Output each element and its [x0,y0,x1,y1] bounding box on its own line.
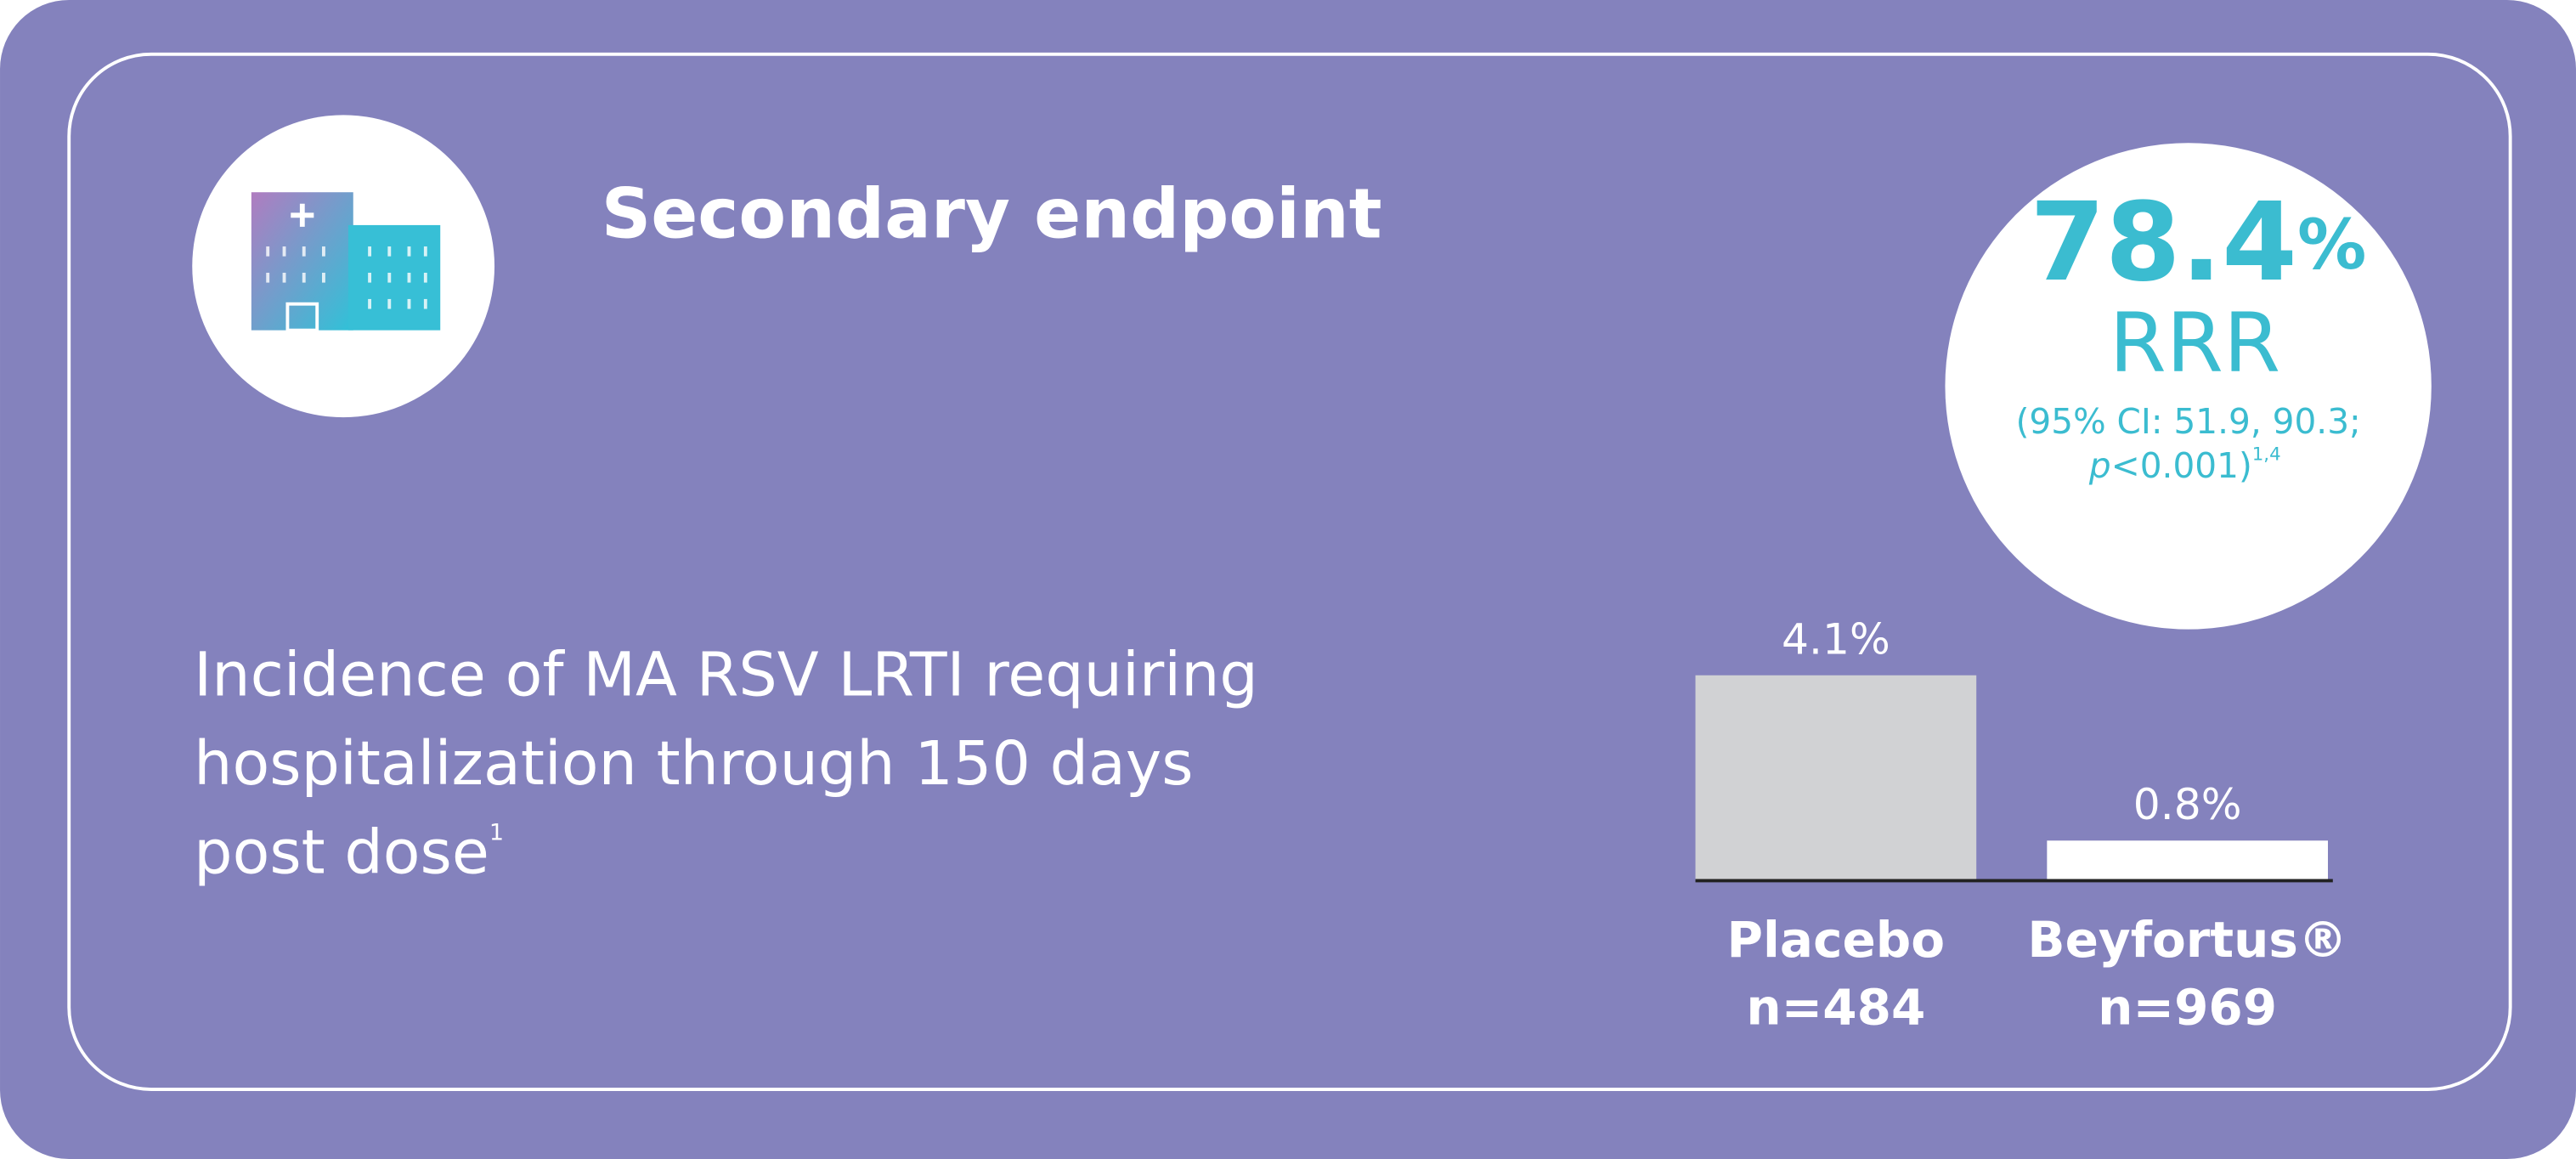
hospital-icon [251,192,441,332]
bar-chart: 4.1% Placebo n=484 0.8% Beyfortus® n=969 [1695,614,2347,1036]
category-label: Placebo [1727,911,1946,969]
highlight-ci: (95% CI: 51.9, 90.3; [2016,401,2361,442]
value-label: 4.1% [1782,614,1890,664]
category-note: n=484 [1746,978,1925,1036]
highlight-label: RRR [2110,294,2281,390]
value-label: 0.8% [2133,779,2242,829]
bar [1695,675,1977,881]
highlight-value: 78.4% [2030,180,2366,306]
category-note: n=969 [2098,978,2277,1036]
category-label: Beyfortus® [2027,911,2347,969]
highlight-p: p<0.001)1,4 [2088,444,2281,486]
description: Incidence of MA RSV LRTI requiring hospit… [194,639,1258,887]
description-text: hospitalization through 150 days [194,728,1193,799]
description-line: hospitalization through 150 days [194,728,1193,799]
description-line: post dose1 [194,817,504,887]
description-line: Incidence of MA RSV LRTI requiring [194,639,1258,710]
highlight-circle [1945,143,2432,630]
description-text: Incidence of MA RSV LRTI requiring [194,639,1258,710]
inner-border [67,52,2512,1091]
description-text: post dose [194,817,489,887]
footnote-ref: 1 [489,819,504,845]
bar [2047,840,2329,881]
title: Secondary endpoint [602,175,1382,255]
